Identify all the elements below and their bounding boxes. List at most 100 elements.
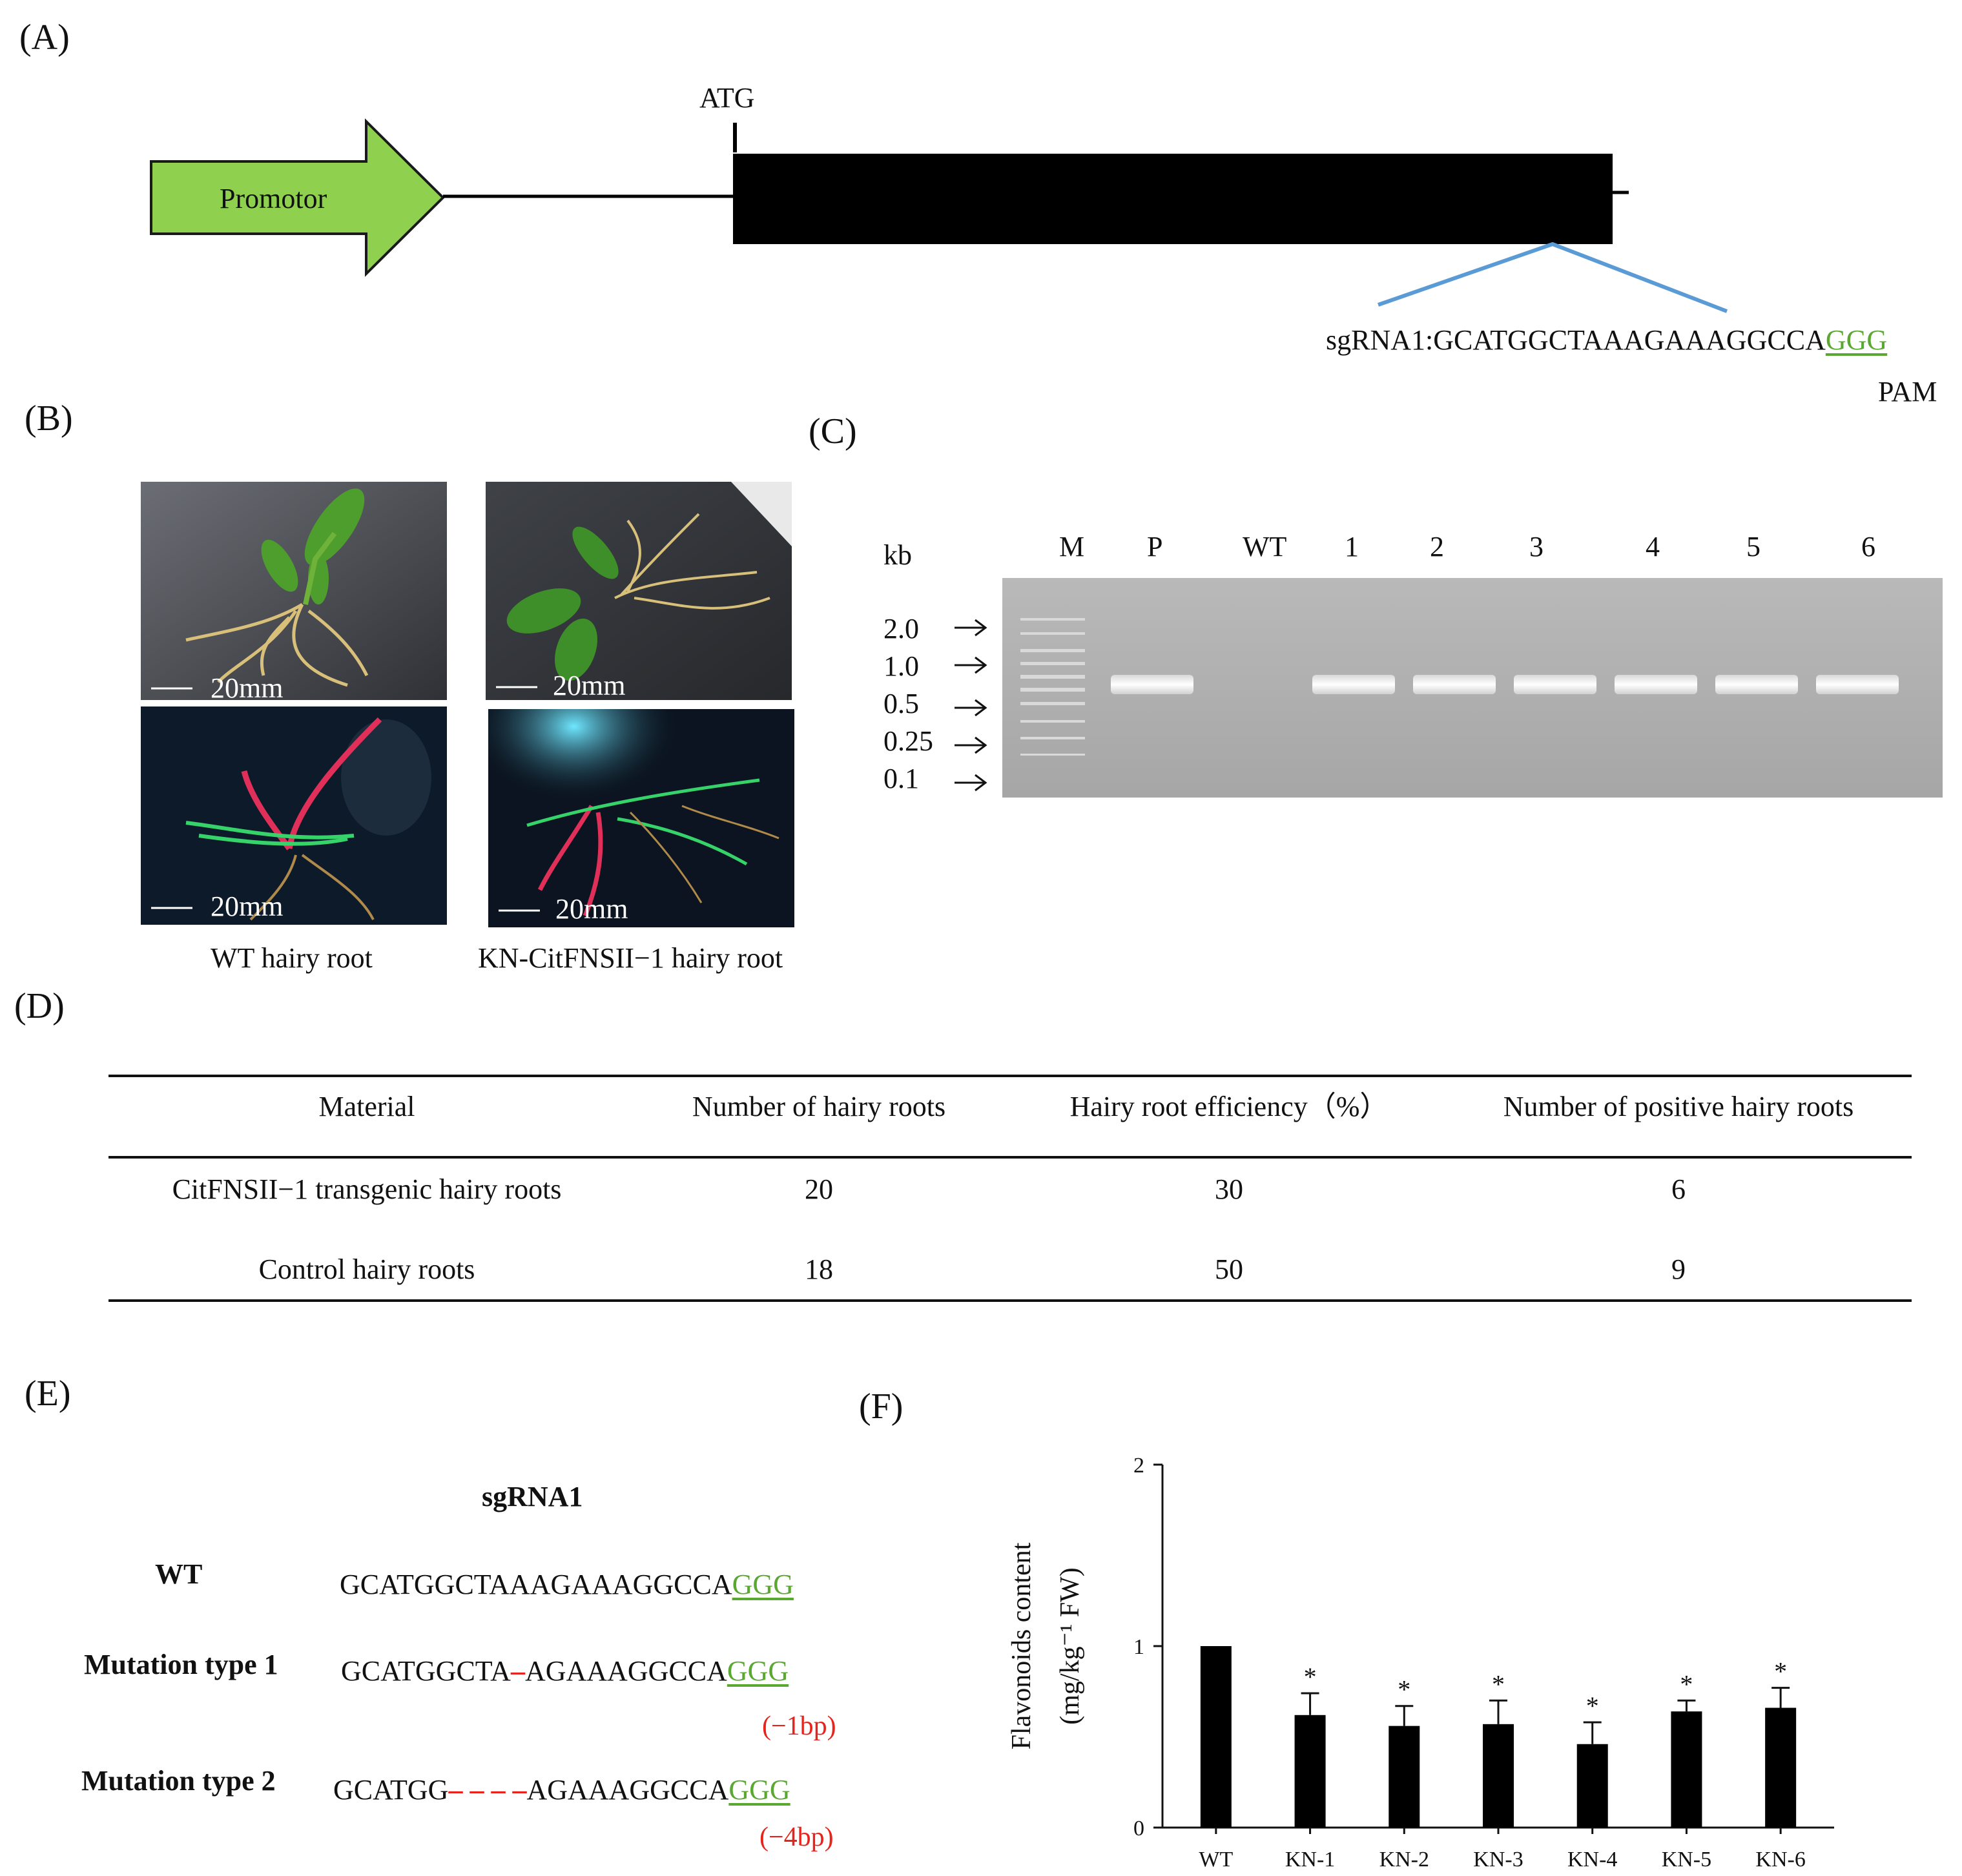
bar — [1765, 1707, 1797, 1828]
photo-kn-fluorescence: 20mm — [488, 709, 794, 927]
ladder-label-2kb: 2.0 — [883, 613, 919, 644]
seq-part: AGAAAGGCCA — [524, 1655, 727, 1687]
seq-label-mut2: Mutation type 2 — [81, 1765, 276, 1797]
arrow-icon — [955, 774, 987, 792]
promoter-arrow — [150, 118, 445, 277]
significance-mark: * — [1304, 1662, 1317, 1691]
seq-label-mut1: Mutation type 1 — [84, 1649, 278, 1680]
sgrna1-prefix: sgRNA1: — [1326, 324, 1434, 356]
bar — [1294, 1715, 1326, 1828]
scale-bar-label: 20mm — [553, 670, 626, 700]
seq-part: GCATGG — [333, 1774, 449, 1806]
ladder-label-05kb: 0.5 — [883, 688, 919, 719]
seq-part: AGAAAGGCCA — [526, 1774, 729, 1806]
table-header-rule — [108, 1156, 1912, 1159]
y-tick-label: 1 — [1133, 1635, 1144, 1659]
x-tick-label: KN-5 — [1662, 1848, 1711, 1871]
sgrna1-sequence: sgRNA1:GCATGGCTAAAGAAAGGCCAGGG — [1326, 326, 1887, 355]
caption-wt-hairy-root: WT hairy root — [211, 942, 373, 974]
arrow-icon — [955, 656, 987, 674]
construct-diagram — [150, 118, 1728, 313]
seq-note-mut2: (−4bp) — [759, 1822, 834, 1852]
scale-bar-label: 20mm — [211, 891, 284, 922]
band-lane-1 — [1312, 675, 1395, 694]
ladder-arrows — [955, 619, 987, 792]
arrow-icon — [955, 699, 987, 717]
bar — [1200, 1646, 1232, 1828]
x-tick-label: KN-4 — [1567, 1848, 1617, 1871]
seq-pam: GGG — [727, 1655, 789, 1687]
significance-mark: * — [1398, 1675, 1410, 1704]
band-lane-5 — [1715, 675, 1798, 694]
significance-mark: * — [1774, 1657, 1787, 1686]
seq-label-wt: WT — [155, 1558, 203, 1590]
lane-label-5: 5 — [1746, 531, 1761, 562]
panel-label-e: (E) — [25, 1374, 71, 1414]
table-header-material: Material — [318, 1091, 415, 1122]
ladder-label-025kb: 0.25 — [883, 725, 933, 757]
table-cell: 6 — [1671, 1173, 1686, 1205]
band-lane-p — [1111, 675, 1193, 694]
significance-mark: * — [1680, 1669, 1693, 1698]
arrow-icon — [955, 736, 987, 754]
x-tick-label: KN-3 — [1473, 1848, 1523, 1871]
lane-label-4: 4 — [1646, 531, 1660, 562]
scale-bar-label: 20mm — [211, 672, 284, 701]
scale-bar-label: 20mm — [555, 893, 628, 925]
exon-box — [733, 154, 1613, 244]
table-top-rule — [108, 1075, 1912, 1077]
x-tick-label: KN-2 — [1379, 1848, 1429, 1871]
table-header-efficiency: Hairy root efficiency（%） — [1069, 1091, 1389, 1122]
sgrna1-pam-seq: GGG — [1825, 324, 1888, 356]
caption-kn-hairy-root: KN-CitFNSII−1 hairy root — [478, 942, 783, 974]
table-header-positive-roots: Number of positive hairy roots — [1503, 1091, 1854, 1122]
seq-note-mut1: (−1bp) — [762, 1711, 836, 1741]
table-cell: 20 — [805, 1173, 833, 1205]
table-cell: 50 — [1215, 1253, 1243, 1285]
arrow-icon — [955, 619, 987, 637]
ladder-label-1kb: 1.0 — [883, 650, 919, 682]
band-lane-6 — [1816, 675, 1899, 694]
seq-part: GCATGGCTAAAGAAAGGCCA — [340, 1569, 732, 1600]
kn-fluorescence-image — [488, 709, 794, 927]
y-tick-label: 0 — [1133, 1817, 1144, 1840]
lane-label-1: 1 — [1345, 531, 1359, 562]
photo-kn-brightfield: 20mm — [486, 482, 792, 700]
band-lane-3 — [1514, 675, 1596, 694]
lane-label-m: M — [1059, 531, 1085, 562]
panel-label-a: (A) — [19, 17, 70, 57]
seq-deletion: – — [510, 1655, 525, 1687]
lane-label-6: 6 — [1861, 531, 1875, 562]
lane-label-2: 2 — [1430, 531, 1444, 562]
table-cell: CitFNSII−1 transgenic hairy roots — [172, 1173, 562, 1205]
wt-fluorescence-image — [141, 706, 447, 925]
table-bottom-rule — [108, 1299, 1912, 1302]
wt-brightfield-image — [141, 482, 447, 700]
promoter-label: Promotor — [220, 183, 327, 214]
pam-label: PAM — [1878, 376, 1937, 407]
kn-brightfield-image — [486, 482, 792, 700]
seq-mut1: GCATGGCTA–AGAAAGGCCAGGG — [341, 1657, 789, 1685]
bar — [1389, 1726, 1420, 1828]
gel-unit-label: kb — [883, 539, 912, 571]
panel-label-d: (D) — [14, 986, 65, 1026]
x-tick-label: KN-6 — [1755, 1848, 1805, 1871]
x-tick-label: KN-1 — [1285, 1848, 1335, 1871]
bar — [1671, 1711, 1702, 1828]
sgrna-target-lines — [1378, 242, 1728, 313]
bar — [1483, 1724, 1514, 1828]
table-cell: Control hairy roots — [258, 1253, 475, 1285]
table-header-number-hairy-roots: Number of hairy roots — [692, 1091, 946, 1122]
sgrna1-seq: GCATGGCTAAAGAAAGGCCA — [1433, 324, 1826, 356]
seq-deletion: – – – – — [448, 1774, 527, 1806]
lane-label-3: 3 — [1529, 531, 1544, 562]
seq-mut2: GCATGG– – – –AGAAAGGCCAGGG — [333, 1776, 790, 1804]
table-cell: 9 — [1671, 1253, 1686, 1285]
gel-image — [1002, 578, 1943, 798]
ladder-label-01kb: 0.1 — [883, 763, 919, 794]
panel-label-b: (B) — [25, 398, 73, 438]
lane-label-wt: WT — [1243, 531, 1287, 562]
band-lane-2 — [1413, 675, 1496, 694]
photo-wt-fluorescence: 20mm — [141, 706, 447, 925]
y-axis-unit-label: (mg/kg⁻¹ FW) — [1055, 1567, 1085, 1725]
